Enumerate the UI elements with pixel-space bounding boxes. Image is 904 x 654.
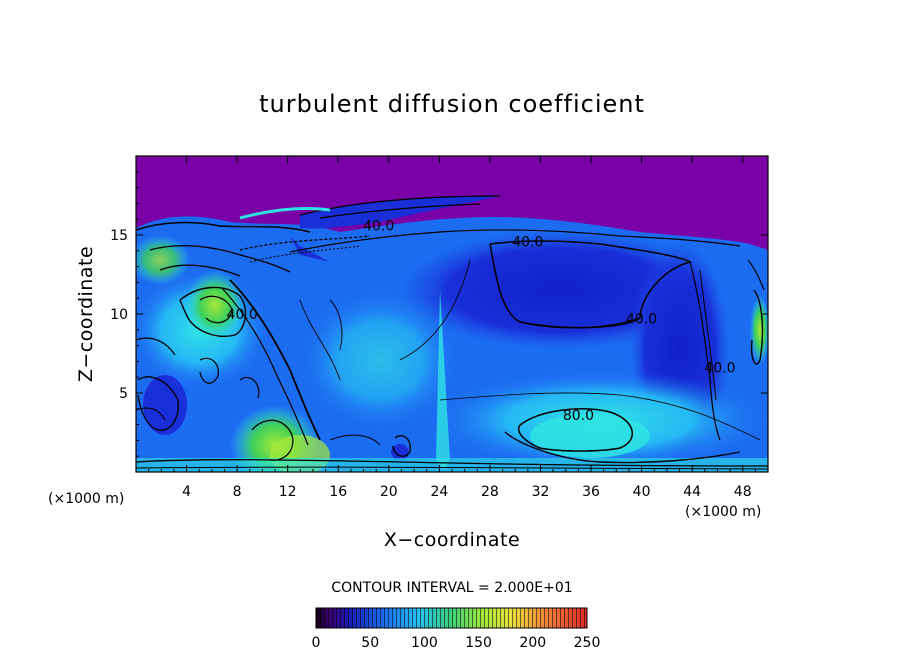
colorbar-tick-label: 0 bbox=[312, 635, 321, 651]
y-tick-label: 10 bbox=[110, 307, 128, 323]
colorbar-tick-label: 50 bbox=[361, 635, 379, 651]
x-tick-label: 4 bbox=[182, 484, 191, 500]
x-tick-label: 20 bbox=[380, 484, 398, 500]
colorbar-stripes bbox=[316, 608, 587, 628]
x-tick-label: 8 bbox=[233, 484, 242, 500]
colorbar-tick-layer: 0 50 100 150 200 250 bbox=[312, 635, 601, 651]
contour-label: 40.0 bbox=[512, 234, 543, 250]
contour-label-layer: 40.0 40.0 40.0 80.0 40.0 40.0 bbox=[227, 219, 736, 425]
contour-label: 40.0 bbox=[227, 307, 258, 323]
colorbar-frame bbox=[315, 607, 588, 629]
y-tick-label: 5 bbox=[119, 386, 128, 402]
x-tick-label: 28 bbox=[481, 484, 499, 500]
x-unit-right: (×1000 m) bbox=[685, 504, 761, 520]
x-tick-label: 40 bbox=[633, 484, 651, 500]
colorbar-tick-label: 250 bbox=[574, 635, 601, 651]
x-tick-label: 48 bbox=[734, 484, 752, 500]
contour-label: 40.0 bbox=[363, 219, 394, 235]
x-tick-label: 12 bbox=[279, 484, 297, 500]
x-tick-label: 32 bbox=[532, 484, 550, 500]
x-axis-label: X−coordinate bbox=[384, 529, 520, 551]
contour-interval-text: CONTOUR INTERVAL = 2.000E+01 bbox=[331, 580, 572, 596]
contour-lines bbox=[136, 203, 768, 470]
x-tick-label: 16 bbox=[329, 484, 347, 500]
colorbar-tick-label: 200 bbox=[519, 635, 546, 651]
x-tick-label: 36 bbox=[582, 484, 600, 500]
x-tick-label: 44 bbox=[683, 484, 701, 500]
colorbar-tick-label: 150 bbox=[465, 635, 492, 651]
y-tick-label: 15 bbox=[110, 228, 128, 244]
x-tick-label: 24 bbox=[430, 484, 448, 500]
y-tick-layer: 5 10 15 bbox=[110, 171, 768, 457]
contour-label: 80.0 bbox=[563, 408, 594, 424]
contour-label: 40.0 bbox=[704, 361, 735, 377]
colorbar-tick-label: 100 bbox=[411, 635, 438, 651]
y-axis-label: Z−coordinate bbox=[75, 246, 97, 382]
x-unit-left: (×1000 m) bbox=[48, 491, 124, 507]
chart-title: turbulent diffusion coefficient bbox=[259, 90, 645, 118]
heatmap-field bbox=[136, 156, 768, 472]
colorbar: 0 50 100 150 200 250 bbox=[312, 607, 601, 651]
contour-label: 40.0 bbox=[626, 312, 657, 328]
x-tick-layer: 4 8 12 16 20 24 28 32 36 40 44 48 bbox=[148, 156, 756, 500]
